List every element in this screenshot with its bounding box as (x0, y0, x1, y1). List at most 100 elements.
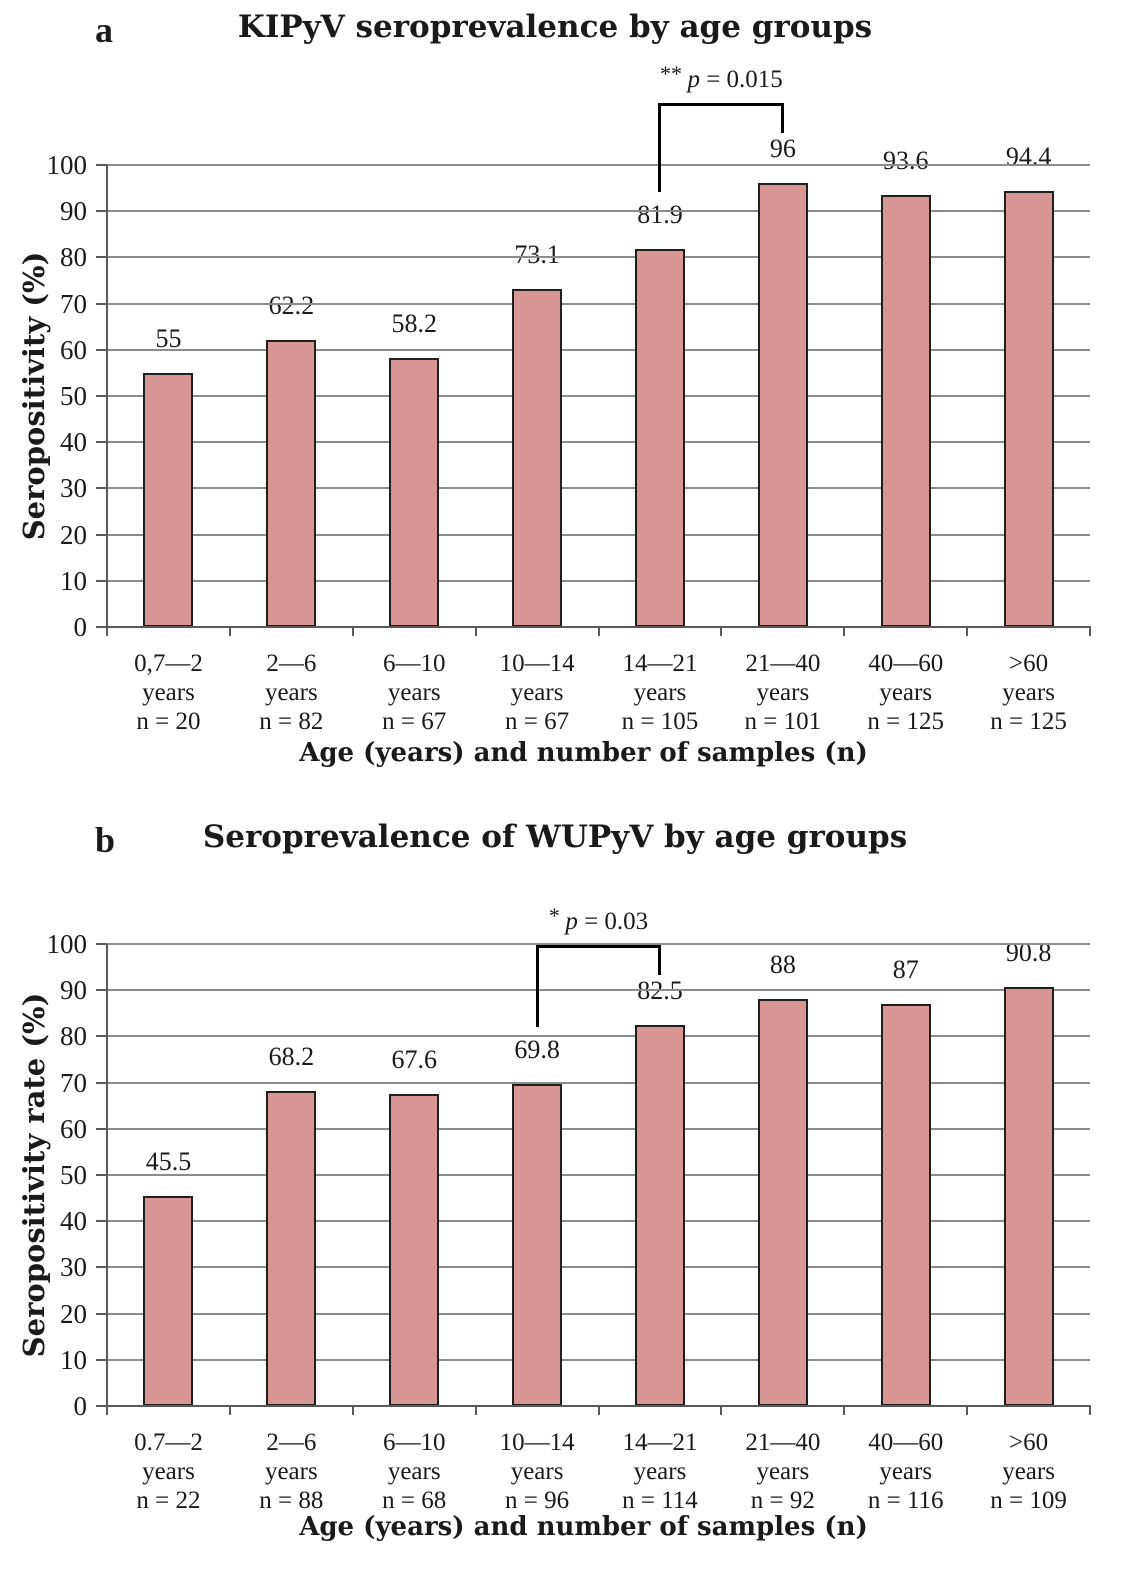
x-tick-mark (106, 627, 108, 636)
category-label: 10—14 years n = 96 (476, 1428, 599, 1515)
category-age: 14—21 (622, 1429, 698, 1456)
significance-bracket-left-leg (658, 103, 662, 192)
y-tick-mark (96, 533, 107, 536)
significance-bracket-top (535, 944, 662, 948)
y-tick-label: 20 (60, 519, 87, 550)
y-tick-label: 40 (60, 427, 87, 458)
bar-value-label: 62.2 (268, 290, 315, 320)
category-unit: years (142, 1458, 195, 1485)
category-n: n = 114 (622, 1487, 698, 1514)
category-label: 0,7—2 years n = 20 (107, 649, 230, 736)
bar-value-label: 67.6 (391, 1044, 437, 1074)
bar (1003, 986, 1054, 1406)
y-tick-label: 10 (60, 565, 87, 596)
significance-p-variable: p (565, 907, 578, 935)
category-n: n = 109 (990, 1487, 1067, 1514)
gridline (107, 164, 1090, 166)
category-unit: years (879, 679, 933, 706)
category-label: 14—21 years n = 105 (599, 649, 722, 736)
category-age: 0,7—2 (134, 650, 203, 677)
category-label: 14—21 years n = 114 (599, 1428, 722, 1515)
category-age: 14—21 (622, 650, 698, 677)
y-tick-label: 40 (60, 1206, 87, 1237)
y-tick-mark (96, 1127, 107, 1130)
bar-value-label: 94.4 (1005, 141, 1052, 171)
category-n: n = 67 (382, 708, 447, 735)
gridline (107, 395, 1090, 397)
x-axis-line (106, 1405, 1091, 1407)
bar (880, 1004, 931, 1406)
category-unit: years (142, 679, 195, 706)
category-age: >60 (1009, 1429, 1049, 1456)
category-unit: years (510, 679, 564, 706)
plot-area-b: 0 10 20 30 40 50 60 70 80 90 100 45.5 68.2 67.6 69.8 82… (47, 903, 1091, 1514)
panel-label-b: b (95, 820, 116, 860)
bar-value-label: 81.9 (637, 199, 683, 229)
bar-value-label: 58.2 (391, 309, 437, 339)
significance-bracket-right-leg (658, 944, 662, 975)
bar (880, 194, 931, 627)
y-tick-label: 60 (60, 334, 87, 365)
category-n: n = 96 (505, 1487, 570, 1514)
bar (757, 999, 808, 1406)
bar (512, 289, 563, 627)
category-n: n = 22 (136, 1487, 201, 1514)
y-tick-mark (96, 1081, 107, 1084)
y-tick-mark (96, 348, 107, 351)
category-n: n = 101 (744, 708, 822, 735)
y-tick-mark (96, 1035, 107, 1038)
x-tick-mark (228, 627, 231, 636)
category-n: n = 82 (259, 708, 324, 735)
gridline (107, 1220, 1090, 1223)
bar-value-label: 96 (769, 134, 796, 164)
category-unit: years (510, 1458, 564, 1485)
bar (389, 1093, 440, 1406)
y-tick-mark (96, 164, 107, 166)
significance-bracket-right-leg (781, 103, 785, 134)
significance-label: ** p = 0.015 (561, 61, 881, 95)
category-age: 6—10 (382, 650, 446, 677)
category-unit: years (1002, 1458, 1055, 1485)
x-axis-line (106, 626, 1091, 628)
category-age: 21—40 (745, 650, 821, 677)
x-tick-mark (597, 1406, 600, 1415)
y-tick-mark (96, 943, 107, 945)
category-unit: years (1002, 679, 1055, 706)
bar-value-label: 88 (769, 950, 796, 980)
significance-p-variable: p (687, 66, 700, 94)
gridline (107, 1312, 1090, 1315)
category-n: n = 68 (382, 1487, 447, 1514)
y-tick-mark (96, 395, 107, 397)
gridline (107, 1174, 1090, 1176)
bar-value-label: 68.2 (268, 1041, 315, 1071)
y-tick-label: 0 (73, 1391, 88, 1421)
gridline (107, 1081, 1090, 1084)
significance-stars: ** (659, 61, 688, 87)
category-age: 2—6 (266, 1429, 317, 1456)
category-unit: years (387, 679, 441, 706)
y-tick-mark (96, 1174, 107, 1176)
significance-p-value: = 0.015 (699, 66, 783, 94)
category-label: 0.7—2 years n = 22 (107, 1428, 230, 1515)
y-tick-mark (96, 579, 107, 582)
x-tick-mark (351, 1406, 354, 1415)
y-tick-label: 90 (60, 975, 87, 1006)
gridline (107, 210, 1090, 213)
category-unit: years (633, 679, 687, 706)
chart-title-a: KIPyV seroprevalence by age groups (237, 9, 873, 45)
category-age: 2—6 (266, 650, 317, 677)
plot-area-a: 0 10 20 30 40 50 60 70 80 90 100 55 62.2 58.2 73.1 81.9… (47, 61, 1091, 735)
bar-value-label: 69.8 (514, 1034, 560, 1064)
significance-bracket-top (658, 103, 785, 107)
y-tick-label: 50 (60, 381, 87, 411)
category-unit: years (264, 1458, 318, 1485)
x-tick-mark (966, 627, 969, 636)
gridline (107, 579, 1090, 582)
gridline (107, 256, 1090, 259)
gridline (107, 943, 1090, 945)
chart-panel-a: a KIPyV seroprevalence by age groups Ser… (17, 9, 1091, 768)
chart-title-b: Seroprevalence of WUPyV by age groups (202, 819, 908, 855)
category-unit: years (756, 1458, 810, 1485)
bar-value-label: 45.5 (145, 1146, 192, 1176)
